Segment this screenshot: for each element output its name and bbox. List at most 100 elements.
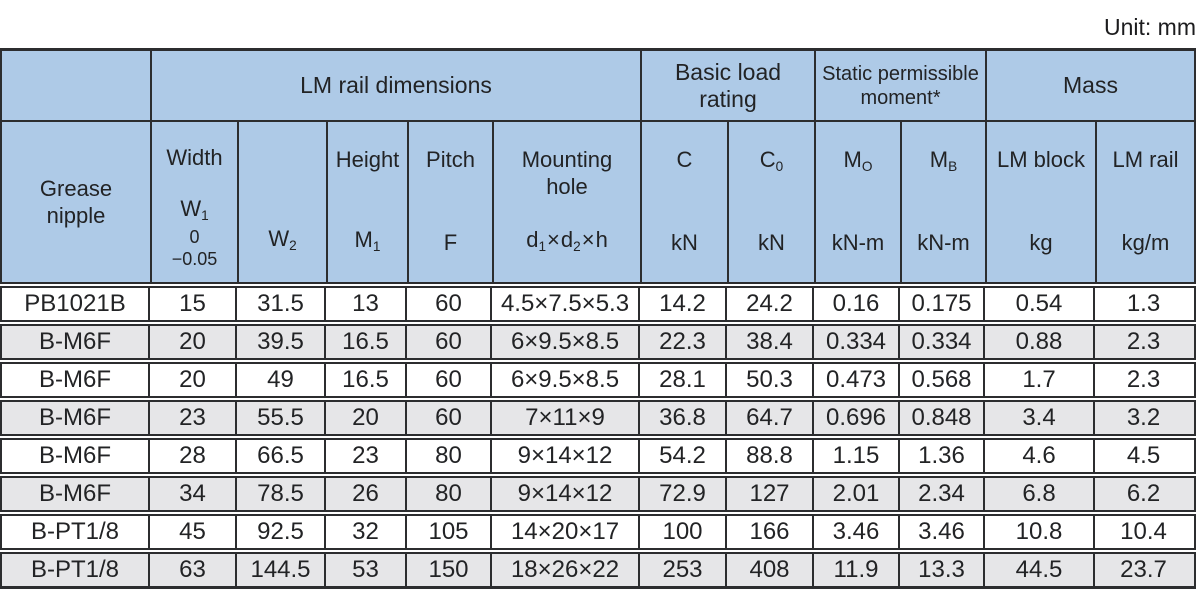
cell-mounting-hole: 6×9.5×8.5 [492, 364, 640, 396]
cell-lm-rail-mass: 3.2 [1126, 404, 1161, 431]
header-lm-rail: LM rail kg/m [1097, 122, 1194, 282]
cell-w2: 92.5 [237, 516, 326, 548]
w1-tolerance-lower: −0.05 [171, 249, 218, 269]
cell-m1: 32 [326, 516, 407, 548]
header-width-w1: Width W1 0 −0.05 [152, 122, 239, 282]
cell-mounting-hole: 9×14×12 [492, 478, 640, 510]
cell-lm-block-mass: 4.6 [985, 440, 1095, 472]
cell-w1: 63 [150, 554, 237, 586]
cell-c: 100 [640, 516, 727, 548]
cell-f: 150 [407, 554, 492, 586]
pitch-label: Pitch [426, 147, 475, 172]
cell-grease-nipple: PB1021B [2, 288, 150, 320]
cell-lm-rail-mass: 1.3 [1126, 290, 1161, 317]
cell-lm-block-mass: 44.5 [985, 554, 1095, 586]
cell-mounting-hole: 14×20×17 [492, 516, 640, 548]
f-symbol: F [443, 230, 458, 255]
lm-block-label: LM block [996, 147, 1086, 172]
table-row: B-M6F 23 55.5 20 60 7×11×9 36.8 64.7 0.6… [0, 400, 1196, 436]
header-group-static-permissible-moment: Static permissible moment* [816, 51, 987, 122]
lm-rail-unit: kg/m [1121, 230, 1170, 255]
cell-mo: 11.9 [814, 554, 900, 586]
width-label: Width [166, 145, 223, 170]
cell-lm-rail-mass: 2.3 [1126, 328, 1161, 355]
cell-grease-nipple: B-M6F [2, 364, 150, 396]
cell-mb: 2.34 [900, 478, 985, 510]
cell-grease-nipple: B-M6F [2, 440, 150, 472]
cell-mounting-hole: 7×11×9 [492, 402, 640, 434]
cell-c: 36.8 [640, 402, 727, 434]
cell-m1: 26 [326, 478, 407, 510]
cell-c: 14.2 [640, 288, 727, 320]
mounting-hole-symbol: d1×d2×h [526, 227, 608, 254]
header-lm-block: LM block kg [987, 122, 1097, 282]
cell-mb: 0.334 [900, 326, 985, 358]
cell-m1: 16.5 [326, 326, 407, 358]
cell-lm-rail-mass: 6.2 [1126, 480, 1161, 507]
w1-tolerance-upper: 0 [189, 227, 200, 247]
spec-table: LM rail dimensions Basic load rating Sta… [0, 48, 1196, 589]
header-grease-spacer [2, 51, 152, 122]
cell-lm-rail-mass: 10.4 [1120, 518, 1167, 545]
cell-c0: 127 [727, 478, 814, 510]
cell-w2: 66.5 [237, 440, 326, 472]
header-grease-nipple: Grease nipple [2, 122, 152, 282]
cell-w2: 31.5 [237, 288, 326, 320]
mb-symbol: MB [929, 147, 958, 174]
cell-lm-rail-mass: 4.5 [1126, 442, 1161, 469]
header-mo: MO kN-m [816, 122, 902, 282]
header-c: C kN [642, 122, 729, 282]
cell-mo: 0.334 [814, 326, 900, 358]
cell-f: 60 [407, 364, 492, 396]
cell-mb: 0.568 [900, 364, 985, 396]
cell-lm-block-mass: 3.4 [985, 402, 1095, 434]
cell-c0: 64.7 [727, 402, 814, 434]
cell-lm-block-mass: 6.8 [985, 478, 1095, 510]
cell-f: 80 [407, 478, 492, 510]
cell-grease-nipple: B-M6F [2, 326, 150, 358]
cell-lm-block-mass: 0.88 [985, 326, 1095, 358]
cell-w1: 34 [150, 478, 237, 510]
cell-c: 54.2 [640, 440, 727, 472]
cell-lm-rail-mass: 23.7 [1120, 556, 1167, 583]
c0-unit: kN [758, 230, 785, 255]
cell-m1: 53 [326, 554, 407, 586]
mounting-hole-label: Mounting hole [521, 147, 613, 199]
header-mb: MB kN-m [902, 122, 987, 282]
header-group-lm-rail-dimensions: LM rail dimensions [152, 51, 642, 122]
table-row: B-M6F 20 49 16.5 60 6×9.5×8.5 28.1 50.3 … [0, 362, 1196, 398]
cell-c: 28.1 [640, 364, 727, 396]
cell-c0: 38.4 [727, 326, 814, 358]
lm-rail-label: LM rail [1112, 147, 1179, 172]
mo-symbol: MO [843, 147, 873, 174]
cell-mounting-hole: 9×14×12 [492, 440, 640, 472]
cell-mb: 1.36 [900, 440, 985, 472]
unit-note: Unit: mm [1104, 14, 1196, 40]
cell-w2: 144.5 [237, 554, 326, 586]
cell-w1: 20 [150, 326, 237, 358]
cell-c0: 166 [727, 516, 814, 548]
grease-nipple-label: Grease nipple [39, 176, 113, 228]
header-c0: C0 kN [729, 122, 816, 282]
cell-w2: 49 [237, 364, 326, 396]
table-row: B-M6F 20 39.5 16.5 60 6×9.5×8.5 22.3 38.… [0, 324, 1196, 360]
c0-symbol: C0 [759, 147, 784, 174]
cell-w2: 78.5 [237, 478, 326, 510]
cell-c: 72.9 [640, 478, 727, 510]
cell-mo: 2.01 [814, 478, 900, 510]
mb-unit: kN-m [917, 230, 970, 255]
cell-w1: 23 [150, 402, 237, 434]
c-symbol: C [676, 147, 693, 172]
cell-c: 253 [640, 554, 727, 586]
cell-mo: 3.46 [814, 516, 900, 548]
header-height-m1: Height M1 [328, 122, 409, 282]
height-label: Height [335, 147, 400, 172]
cell-mb: 3.46 [900, 516, 985, 548]
w1-symbol: W1 [180, 196, 209, 223]
cell-c0: 408 [727, 554, 814, 586]
cell-mounting-hole: 6×9.5×8.5 [492, 326, 640, 358]
cell-mo: 1.15 [814, 440, 900, 472]
cell-mounting-hole: 4.5×7.5×5.3 [492, 288, 640, 320]
cell-m1: 20 [326, 402, 407, 434]
cell-m1: 23 [326, 440, 407, 472]
